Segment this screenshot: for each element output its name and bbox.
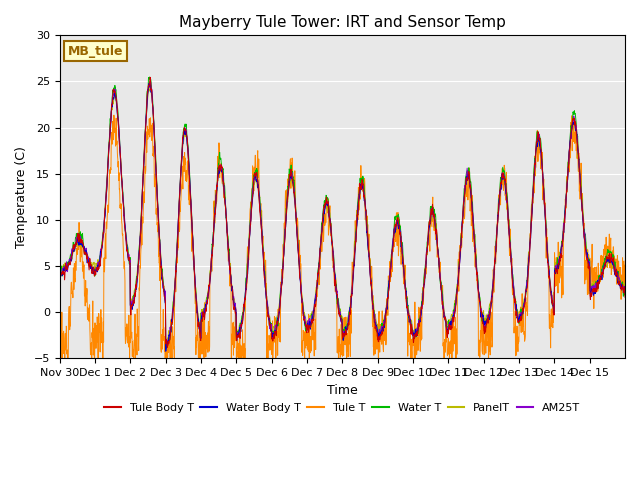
Tule Body T <box>56 267 63 273</box>
Water Body T <box>56 266 63 272</box>
AM25T <box>377 329 385 335</box>
PanelT <box>545 268 553 274</box>
Line: AM25T: AM25T <box>60 81 625 344</box>
Water Body T <box>513 315 521 321</box>
Water T <box>545 268 553 274</box>
Y-axis label: Temperature (C): Temperature (C) <box>15 146 28 248</box>
Tule T <box>234 355 242 360</box>
PanelT <box>112 98 120 104</box>
AM25T <box>235 332 243 338</box>
Tule T <box>56 368 63 373</box>
AM25T <box>162 341 170 347</box>
Tule Body T <box>235 334 243 340</box>
PanelT <box>377 324 385 330</box>
Tule Body T <box>112 95 120 101</box>
Tule T <box>110 112 118 118</box>
PanelT <box>614 272 621 278</box>
Tule T <box>545 263 553 269</box>
PanelT <box>235 328 243 334</box>
Water T <box>146 74 154 80</box>
Tule Body T <box>513 312 521 317</box>
Line: Tule Body T: Tule Body T <box>60 77 625 348</box>
Water T <box>377 328 385 334</box>
Line: Tule T: Tule T <box>60 115 625 381</box>
PanelT <box>56 262 63 267</box>
PanelT <box>163 339 170 345</box>
Water T <box>162 347 170 352</box>
Water Body T <box>621 284 629 290</box>
PanelT <box>147 83 154 89</box>
Water Body T <box>545 266 553 272</box>
Water Body T <box>112 98 120 104</box>
Tule T <box>513 323 521 329</box>
Title: Mayberry Tule Tower: IRT and Sensor Temp: Mayberry Tule Tower: IRT and Sensor Temp <box>179 15 506 30</box>
Tule Body T <box>545 275 553 280</box>
Line: Water T: Water T <box>60 77 625 349</box>
AM25T <box>112 95 120 101</box>
Water Body T <box>162 348 170 354</box>
Tule Body T <box>377 333 385 338</box>
Water Body T <box>235 332 243 337</box>
Tule Body T <box>614 272 621 278</box>
AM25T <box>56 269 63 275</box>
Water T <box>614 272 621 277</box>
Tule T <box>239 378 247 384</box>
Water Body T <box>377 331 385 336</box>
AM25T <box>545 269 553 275</box>
X-axis label: Time: Time <box>327 384 358 396</box>
Text: MB_tule: MB_tule <box>68 45 124 58</box>
PanelT <box>513 308 521 313</box>
AM25T <box>147 78 154 84</box>
AM25T <box>614 271 621 276</box>
Water T <box>112 89 120 95</box>
AM25T <box>513 311 521 316</box>
Legend: Tule Body T, Water Body T, Tule T, Water T, PanelT, AM25T: Tule Body T, Water Body T, Tule T, Water… <box>100 398 585 417</box>
PanelT <box>621 283 629 289</box>
Water T <box>621 286 629 292</box>
Tule Body T <box>621 294 629 300</box>
Tule T <box>621 258 629 264</box>
Tule Body T <box>147 74 154 80</box>
Water Body T <box>614 276 621 282</box>
Tule Body T <box>164 345 172 350</box>
Water T <box>235 328 243 334</box>
Tule T <box>377 324 385 330</box>
Line: PanelT: PanelT <box>60 86 625 342</box>
AM25T <box>621 288 629 293</box>
Line: Water Body T: Water Body T <box>60 84 625 351</box>
Water Body T <box>145 81 153 86</box>
Tule T <box>614 252 621 258</box>
Water T <box>513 307 521 312</box>
Tule T <box>113 129 120 135</box>
Water T <box>56 270 63 276</box>
